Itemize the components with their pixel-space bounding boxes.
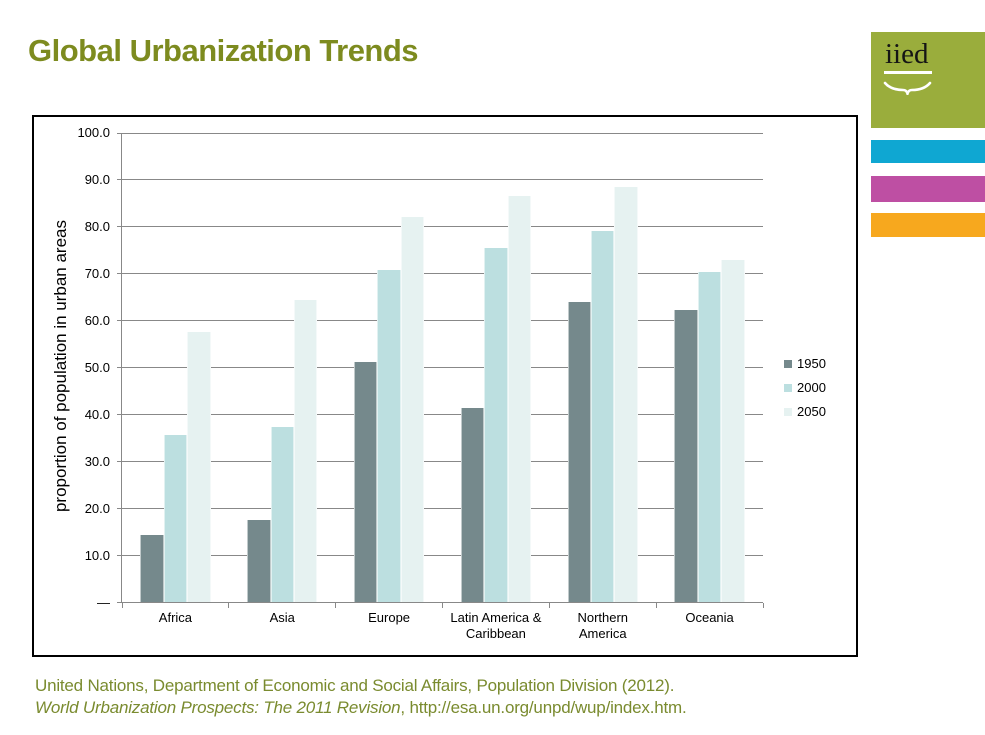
bar-1950 (353, 361, 378, 603)
x-axis-label: Africa (158, 610, 193, 625)
gridline (122, 367, 763, 369)
y-axis-tick-label: 60.0 (84, 312, 110, 328)
iied-logo-text: iied (884, 38, 932, 74)
y-axis-tick-label: 80.0 (84, 218, 110, 234)
y-axis-tick (117, 461, 122, 463)
legend-label: 2000 (797, 380, 826, 395)
x-axis-tick (762, 602, 764, 608)
gridline (122, 273, 763, 275)
x-axis-tick (121, 602, 123, 608)
y-axis-tick (117, 273, 122, 275)
source-citation: United Nations, Department of Economic a… (35, 675, 687, 718)
logo-pink-bar (871, 176, 985, 202)
bar-1950 (567, 302, 592, 603)
x-axis-label: Latin America & Caribbean (450, 610, 542, 641)
legend-swatch-2000 (784, 383, 792, 392)
gridline (122, 508, 763, 510)
bar-2050 (400, 216, 425, 603)
gridline (122, 179, 763, 181)
y-axis-tick (117, 132, 122, 134)
legend-label: 1950 (797, 356, 826, 371)
source-line-1: United Nations, Department of Economic a… (35, 676, 675, 695)
logo-brace-icon (883, 81, 932, 95)
y-axis-tick (117, 508, 122, 510)
bar-2000 (591, 231, 615, 603)
bar-1950 (460, 408, 485, 603)
logo-orange-bar (871, 213, 985, 237)
y-axis-tick-label: 100.0 (77, 125, 110, 140)
x-axis-label: Asia (269, 610, 295, 625)
legend-label: 2050 (797, 404, 826, 419)
y-axis-line (121, 133, 122, 603)
bar-2000 (270, 426, 294, 603)
source-url-text: , http://esa.un.org/unpd/wup/index.htm. (400, 697, 687, 717)
x-axis-label: Northern America (577, 610, 629, 641)
legend-item: 1950 (784, 356, 826, 371)
y-axis-tick (117, 179, 122, 181)
y-axis-tick-label: 90.0 (84, 171, 110, 187)
legend-swatch-2050 (784, 407, 792, 416)
bar-2000 (163, 435, 188, 603)
y-axis-tick-label: 10.0 (84, 547, 110, 563)
y-axis-tick-label: 40.0 (84, 406, 110, 422)
slide-title: Global Urbanization Trends (28, 33, 419, 68)
source-title-italic: World Urbanization Prospects: The 2011 R… (35, 697, 401, 717)
y-axis-tick-label: 50.0 (84, 359, 110, 375)
x-axis-label: Europe (368, 610, 411, 625)
bar-2000 (484, 248, 508, 603)
bar-2050 (187, 331, 211, 603)
gridline (122, 226, 763, 228)
legend-item: 2000 (784, 380, 826, 395)
bar-2050 (721, 259, 745, 603)
gridline (122, 132, 763, 134)
y-axis-tick-label: 70.0 (84, 265, 110, 281)
bar-1950 (140, 534, 164, 603)
gridline (122, 414, 763, 416)
logo-cyan-bar (871, 140, 985, 163)
y-axis-tick (117, 367, 122, 369)
bar-2050 (293, 300, 318, 603)
x-axis-tick (548, 602, 550, 608)
iied-logo: iied (871, 32, 985, 128)
legend-item: 2050 (784, 404, 826, 419)
x-axis-tick (655, 602, 657, 608)
legend-swatch-1950 (784, 359, 792, 368)
x-axis-tick (442, 602, 443, 608)
y-axis-tick-label: 20.0 (84, 500, 110, 516)
gridline (122, 461, 763, 463)
y-axis-tick (117, 226, 122, 228)
y-axis-tick-label: 30.0 (84, 453, 110, 469)
y-axis-tick (117, 320, 122, 322)
bar-1950 (247, 520, 271, 603)
bar-2050 (614, 186, 638, 603)
gridline (122, 555, 763, 557)
bar-1950 (674, 309, 698, 603)
x-axis-label: Oceania (685, 610, 734, 625)
bar-2050 (507, 195, 531, 603)
y-axis-tick (117, 555, 122, 557)
gridline (122, 320, 763, 322)
x-axis-tick (335, 602, 337, 608)
y-axis-tick (117, 414, 122, 416)
y-axis-tick-label: — (97, 594, 110, 610)
x-axis-tick (228, 602, 230, 608)
bar-2000 (697, 271, 722, 603)
bar-2000 (377, 270, 401, 603)
source-line-2: World Urbanization Prospects: The 2011 R… (35, 697, 687, 719)
bar-chart: 100.0 90.0 80.0 70.0 60.0 50.0 40.0 30.0 20.0 10.… (32, 115, 858, 657)
y-axis-title: proportion of population in urban areas (51, 219, 70, 513)
y-axis-tick (117, 602, 122, 603)
